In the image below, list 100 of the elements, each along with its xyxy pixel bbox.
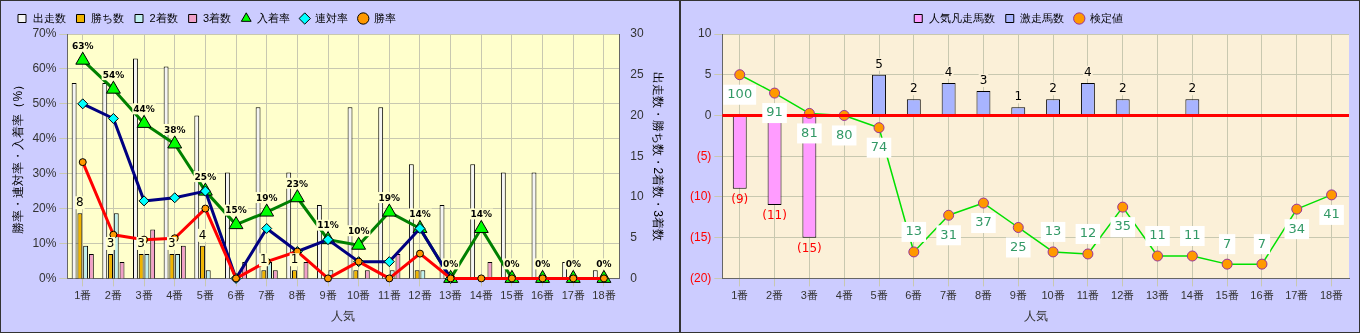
data-label: 2 — [1049, 81, 1057, 96]
x-tick-label: 13番 — [1145, 289, 1170, 302]
x-axis-title: 人気 — [1023, 309, 1048, 324]
data-label: 34 — [1288, 220, 1306, 236]
data-label: 10% — [347, 226, 370, 237]
data-label: 80 — [835, 126, 853, 142]
legend-label: 3着数 — [203, 11, 232, 24]
x-tick-label: 3番 — [800, 289, 818, 302]
data-label: 0% — [534, 259, 551, 270]
x-tick-label: 14番 — [1180, 289, 1204, 302]
data-label: 11 — [1184, 227, 1201, 243]
x-tick-label: 6番 — [227, 289, 245, 302]
y-axis-title: 勝率・連対率・入着率（%） — [10, 78, 25, 234]
data-label: 2 — [1188, 81, 1197, 96]
y-tick-label: 20% — [32, 200, 57, 215]
data-label: 19% — [255, 192, 278, 203]
data-label: 37 — [975, 214, 992, 230]
y2-tick-label: 30 — [630, 26, 644, 41]
data-label: 8 — [76, 195, 84, 210]
x-tick-label: 1番 — [74, 289, 92, 302]
y-tick-label: 30% — [32, 165, 57, 180]
data-label: 2 — [910, 81, 918, 96]
x-tick-label: 13番 — [439, 289, 463, 302]
x-tick-label: 10番 — [347, 289, 371, 302]
x-tick-label: 7番 — [258, 289, 276, 302]
y2-tick-label: 5 — [630, 229, 638, 244]
y-tick-label: 70% — [32, 26, 57, 41]
data-label: 3 — [106, 236, 115, 251]
legend-label: 検定値 — [1089, 11, 1123, 24]
x-tick-label: 4番 — [166, 289, 184, 302]
data-label: 0% — [596, 259, 612, 270]
data-label: 38% — [163, 124, 186, 135]
x-tick-label: 14番 — [469, 289, 493, 302]
x-tick-label: 1番 — [731, 289, 749, 302]
data-label: 63% — [71, 41, 94, 52]
data-label: 1 — [290, 252, 299, 267]
x-tick-label: 2番 — [104, 289, 122, 302]
x-tick-label: 16番 — [1250, 289, 1274, 302]
y-tick-label: 40% — [32, 131, 57, 146]
y-tick-label: 0 — [704, 107, 712, 122]
x-tick-label: 8番 — [288, 289, 306, 302]
legend-label: 勝率 — [373, 11, 396, 24]
data-label: 19% — [378, 192, 401, 203]
data-label: 0% — [565, 259, 581, 270]
data-label: 11 — [1149, 227, 1166, 243]
x-tick-label: 18番 — [1319, 289, 1344, 302]
data-label: 2 — [1118, 81, 1127, 96]
legend-label: 出走数 — [32, 11, 66, 24]
data-label: 54% — [102, 70, 125, 81]
data-label: 13 — [1044, 223, 1062, 239]
y-tick-label: 50% — [32, 96, 57, 111]
data-label: 5 — [875, 56, 883, 71]
data-label: 12 — [1079, 225, 1097, 241]
legend-label: 激走馬数 — [1020, 11, 1065, 24]
y-tick-label: 10% — [32, 235, 57, 250]
data-label: 1 — [1014, 89, 1023, 104]
data-label: 44% — [133, 104, 155, 115]
legend-label: 勝ち数 — [91, 11, 124, 24]
data-label: 4 — [198, 227, 207, 242]
data-label: 0% — [504, 259, 520, 270]
x-tick-label: 12番 — [1111, 289, 1135, 302]
data-label: (9) — [731, 191, 749, 206]
y2-tick-label: 15 — [630, 148, 644, 163]
data-label: 14% — [409, 209, 431, 220]
x-tick-label: 2番 — [766, 289, 784, 302]
data-label: 31 — [940, 226, 957, 242]
data-label: 11% — [317, 220, 339, 231]
legend-label: 連対率 — [315, 11, 349, 24]
x-tick-label: 9番 — [1009, 289, 1027, 302]
data-label: 74 — [870, 139, 888, 155]
x-tick-label: 15番 — [500, 289, 524, 302]
x-tick-label: 17番 — [561, 289, 585, 302]
data-label: 25% — [194, 171, 217, 182]
data-label: 41 — [1323, 206, 1340, 222]
data-label: 100 — [727, 86, 753, 102]
data-label: 3 — [137, 236, 146, 251]
data-label: (11) — [762, 208, 787, 223]
data-label: 91 — [766, 104, 783, 120]
y-tick-label: (5) — [696, 148, 712, 163]
x-tick-label: 11番 — [1076, 289, 1100, 302]
y2-tick-label: 20 — [630, 107, 644, 122]
x-tick-label: 16番 — [530, 289, 555, 302]
x-tick-label: 17番 — [1285, 289, 1309, 302]
y-tick-label: 5 — [704, 67, 712, 82]
legend-label: 2着数 — [149, 11, 178, 24]
y2-tick-label: 25 — [630, 67, 644, 82]
legend-label: 入着率 — [256, 11, 290, 24]
x-tick-label: 5番 — [196, 289, 214, 302]
x-tick-label: 8番 — [974, 289, 993, 302]
data-label: 3 — [979, 73, 988, 88]
data-label: 4 — [944, 65, 953, 79]
data-label: 14% — [470, 209, 493, 220]
legend-label: 人気凡走馬数 — [928, 11, 995, 24]
data-label: 35 — [1114, 218, 1131, 234]
y2-tick-label: 0 — [630, 270, 638, 285]
data-label: 15% — [225, 205, 247, 216]
x-tick-label: 10番 — [1041, 289, 1065, 302]
x-tick-label: 7番 — [940, 289, 958, 302]
y-tick-label: 10 — [697, 26, 712, 41]
data-label: (15) — [797, 240, 822, 255]
